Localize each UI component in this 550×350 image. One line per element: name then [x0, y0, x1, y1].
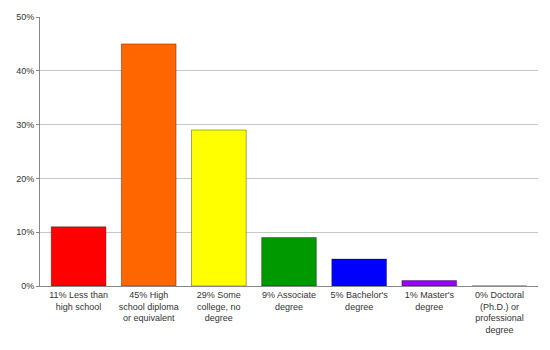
svg-text:50%: 50%: [16, 12, 34, 22]
svg-text:1% Master'sdegree: 1% Master'sdegree: [405, 290, 455, 312]
svg-text:0%: 0%: [21, 281, 34, 291]
svg-text:20%: 20%: [16, 174, 34, 184]
svg-text:9% Associatedegree: 9% Associatedegree: [262, 290, 316, 312]
svg-text:30%: 30%: [16, 120, 34, 130]
svg-text:10%: 10%: [16, 227, 34, 237]
svg-text:45% Highschool diplomaor equiv: 45% Highschool diplomaor equivalent: [119, 290, 179, 323]
svg-text:5% Bachelor'sdegree: 5% Bachelor'sdegree: [331, 290, 389, 312]
svg-text:29% Somecollege, nodegree: 29% Somecollege, nodegree: [197, 290, 241, 323]
svg-text:0% Doctoral(Ph.D.) orprofessio: 0% Doctoral(Ph.D.) orprofessionaldegree: [475, 290, 524, 335]
svg-text:40%: 40%: [16, 66, 34, 76]
svg-text:11% Less thanhigh school: 11% Less thanhigh school: [49, 290, 108, 312]
